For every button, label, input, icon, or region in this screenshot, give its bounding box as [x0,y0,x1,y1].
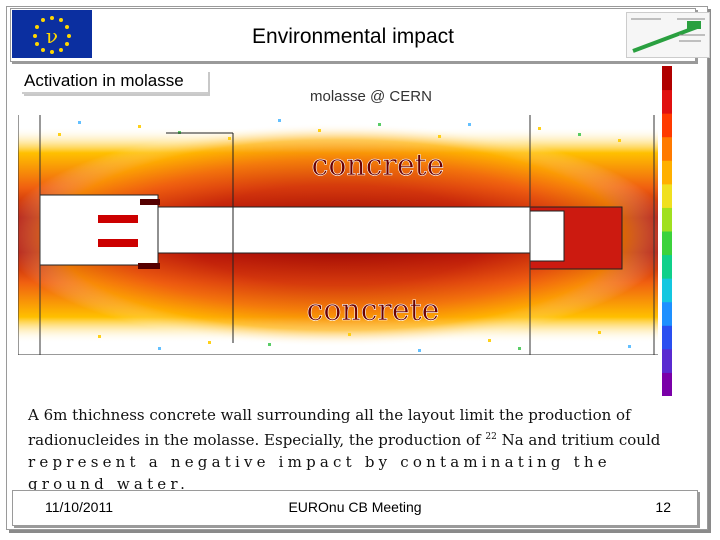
caption-line-2-pre: radionucleides in the molasse. Especiall… [28,431,486,449]
caption-superscript: 22 [485,432,497,442]
colorbar-segment [662,66,672,91]
caption-line-3: represent a negative impact by contamina… [28,453,611,493]
caption-line-1: A 6m thichness concrete wall surrounding… [28,406,631,424]
caption-line-2: radionucleides in the molasse. Especiall… [28,426,688,451]
layout-thumbnail-image [626,12,710,58]
colorbar-scale [662,66,672,396]
colorbar-segment [662,254,672,279]
title-box: Environmental impact [10,8,696,62]
colorbar-segment [662,183,672,208]
concrete-bottom-label: concrete [307,293,440,328]
euronu-logo-icon: ν [12,10,92,58]
slide-title: Environmental impact [252,25,454,48]
colorbar-segment [662,207,672,232]
caption-line-2-post: Na and tritium could [496,431,661,449]
section-label: Activation in molasse [22,70,208,94]
colorbar-segment [662,89,672,114]
logo-letter: ν [46,24,58,48]
colorbar-segment [662,278,672,303]
colorbar-segment [662,231,672,256]
colorbar-segment [662,113,672,138]
concrete-top-label: concrete [312,148,445,183]
activation-map-image: concrete concrete [18,115,658,355]
footer-date: 11/10/2011 [45,499,113,515]
colorbar-segment [662,301,672,326]
colorbar-segment [662,160,672,185]
footer-bar: 11/10/2011 EUROnu CB Meeting 12 [12,490,698,526]
colorbar-segment [662,136,672,161]
caption-text: A 6m thichness concrete wall surrounding… [28,404,688,495]
colorbar-segment [662,372,672,396]
colorbar-segment [662,348,672,373]
footer-meeting: EUROnu CB Meeting [288,499,422,515]
colorbar-segment [662,325,672,350]
footer-page-number: 12 [655,499,671,515]
image-label: molasse @ CERN [310,88,432,105]
